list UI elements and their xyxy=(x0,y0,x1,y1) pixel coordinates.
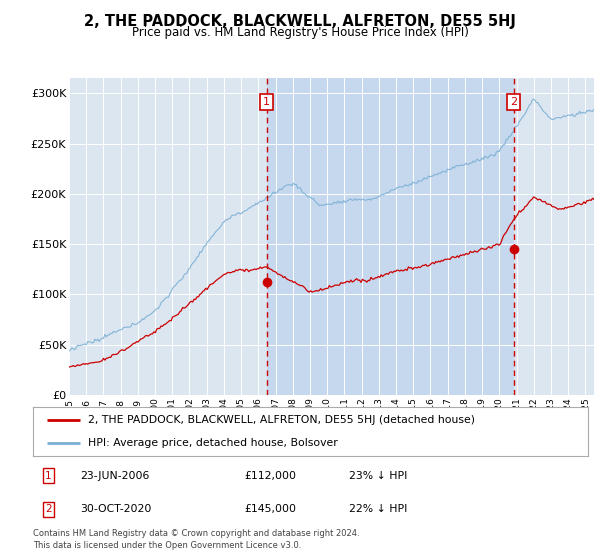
Text: 1: 1 xyxy=(45,471,52,481)
Text: HPI: Average price, detached house, Bolsover: HPI: Average price, detached house, Bols… xyxy=(89,438,338,448)
Text: 2, THE PADDOCK, BLACKWELL, ALFRETON, DE55 5HJ (detached house): 2, THE PADDOCK, BLACKWELL, ALFRETON, DE5… xyxy=(89,416,476,426)
Text: 23% ↓ HPI: 23% ↓ HPI xyxy=(349,471,408,481)
Text: 22% ↓ HPI: 22% ↓ HPI xyxy=(349,504,408,514)
Text: 1: 1 xyxy=(263,97,270,107)
Text: 23-JUN-2006: 23-JUN-2006 xyxy=(80,471,149,481)
Text: £112,000: £112,000 xyxy=(244,471,296,481)
Text: Contains HM Land Registry data © Crown copyright and database right 2024.
This d: Contains HM Land Registry data © Crown c… xyxy=(33,529,359,550)
Bar xyxy=(266,78,514,395)
Text: 2: 2 xyxy=(510,97,517,107)
Text: 30-OCT-2020: 30-OCT-2020 xyxy=(80,504,152,514)
Text: £145,000: £145,000 xyxy=(244,504,296,514)
Text: 2, THE PADDOCK, BLACKWELL, ALFRETON, DE55 5HJ: 2, THE PADDOCK, BLACKWELL, ALFRETON, DE5… xyxy=(84,14,516,29)
Text: 2: 2 xyxy=(45,504,52,514)
Text: Price paid vs. HM Land Registry's House Price Index (HPI): Price paid vs. HM Land Registry's House … xyxy=(131,26,469,39)
